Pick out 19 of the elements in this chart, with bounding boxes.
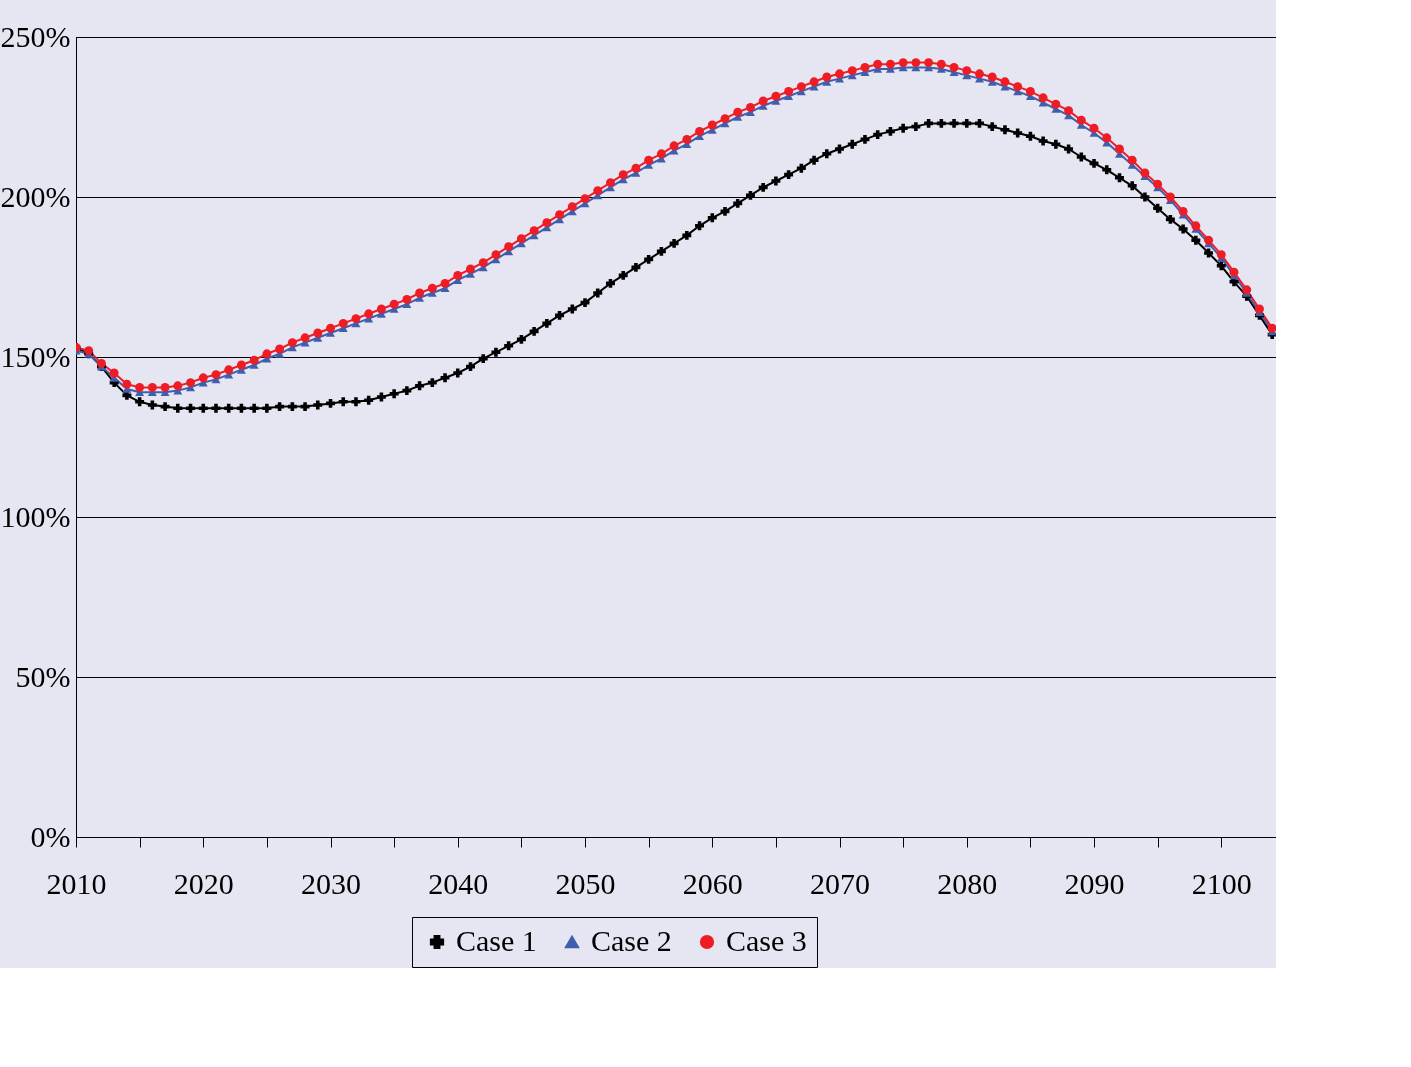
x-tick-label: 2010 <box>46 866 107 900</box>
y-tick-label: 200% <box>0 179 71 213</box>
x-tick-label: 2080 <box>937 866 998 900</box>
y-tick-label: 100% <box>0 499 71 533</box>
y-tick-label: 50% <box>15 659 71 693</box>
x-tick-label: 2030 <box>301 866 362 900</box>
legend-label: Case 3 <box>726 924 807 957</box>
x-tick-label: 2070 <box>810 866 871 900</box>
y-tick-label: 0% <box>30 819 71 853</box>
x-tick-label: 2100 <box>1191 866 1252 900</box>
x-tick-label: 2020 <box>173 866 234 900</box>
x-tick-label: 2060 <box>682 866 743 900</box>
y-tick-label: 150% <box>0 339 71 373</box>
x-tick-label: 2090 <box>1064 866 1125 900</box>
x-tick-label: 2040 <box>428 866 489 900</box>
legend-label: Case 2 <box>591 924 672 957</box>
y-tick-label: 250% <box>0 19 71 53</box>
legend-label: Case 1 <box>456 924 537 957</box>
x-tick-label: 2050 <box>555 866 616 900</box>
